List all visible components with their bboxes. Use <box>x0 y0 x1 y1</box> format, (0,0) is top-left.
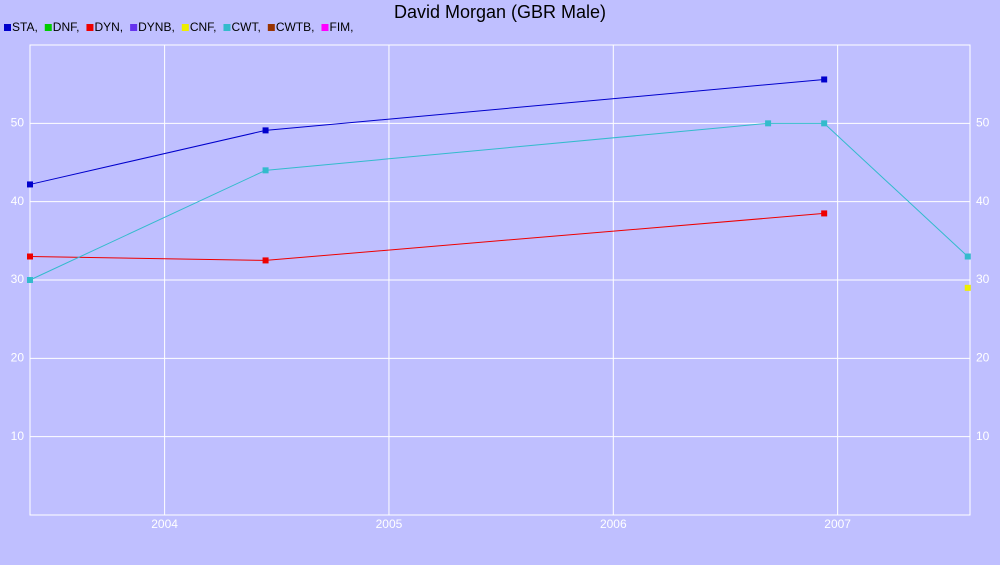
legend-label: DYN, <box>94 20 123 34</box>
x-tick-label: 2006 <box>600 517 627 531</box>
legend-label: CWT, <box>231 20 260 34</box>
chart-title: David Morgan (GBR Male) <box>394 2 606 22</box>
legend-swatch <box>86 24 94 31</box>
legend-label: DYNB, <box>138 20 175 34</box>
series-line <box>29 78 825 185</box>
y2-tick-label: 30 <box>976 272 990 286</box>
y2-tick-label: 10 <box>976 429 990 443</box>
legend-swatch <box>4 24 11 31</box>
legend-label: CWTB, <box>276 20 315 34</box>
data-point <box>964 253 971 260</box>
legend-label: DNF, <box>53 20 80 34</box>
y-tick-label: 30 <box>11 272 25 286</box>
data-point <box>262 167 269 174</box>
data-point <box>821 120 828 127</box>
legend-label: CNF, <box>190 20 217 34</box>
x-tick-label: 2004 <box>151 517 178 531</box>
legend-label: STA, <box>12 20 38 34</box>
y2-tick-label: 50 <box>976 116 990 130</box>
y-tick-label: 10 <box>11 429 25 443</box>
y2-tick-label: 40 <box>976 194 990 208</box>
data-point <box>27 253 33 260</box>
data-point <box>262 127 269 134</box>
y-tick-label: 20 <box>11 351 25 365</box>
x-tick-label: 2005 <box>376 517 403 531</box>
legend-swatch <box>267 24 275 31</box>
y2-tick-label: 20 <box>976 351 990 365</box>
data-point <box>964 284 971 291</box>
data-point <box>765 120 772 127</box>
y-tick-label: 50 <box>11 116 25 130</box>
x-tick-label: 2007 <box>824 517 851 531</box>
data-point <box>821 210 828 217</box>
legend-swatch <box>321 24 329 31</box>
y-tick-label: 40 <box>11 194 25 208</box>
series-line <box>29 212 825 261</box>
legend-swatch <box>223 24 231 31</box>
legend-swatch <box>181 24 189 31</box>
legend-label: FIM, <box>329 20 353 34</box>
legend-swatch <box>44 24 52 31</box>
data-point <box>27 277 33 283</box>
data-point <box>262 257 269 264</box>
data-point <box>821 76 828 83</box>
data-point <box>27 181 33 188</box>
legend-swatch <box>130 24 138 31</box>
